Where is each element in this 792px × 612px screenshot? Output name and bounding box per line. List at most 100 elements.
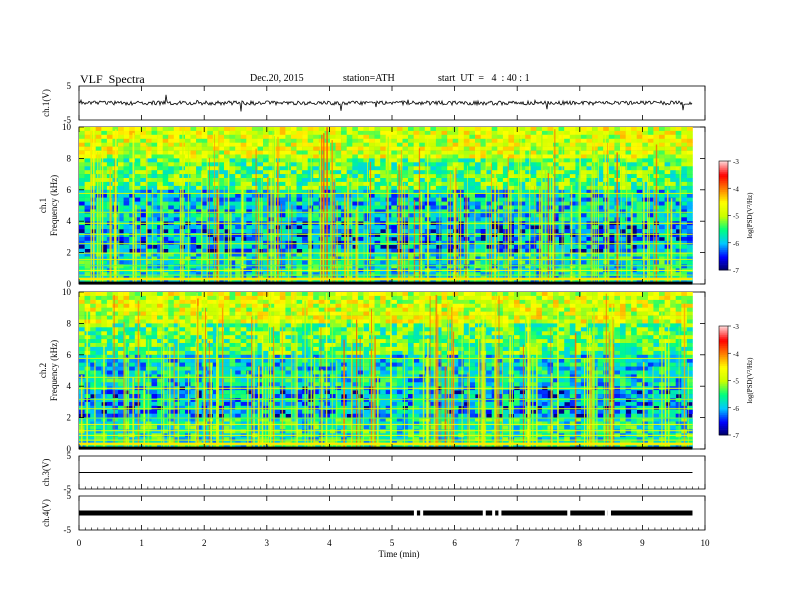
ch1-colorbar-tick-label: -4 xyxy=(733,185,739,193)
spectrogram-cell xyxy=(486,174,492,179)
spectrogram-cell xyxy=(151,197,158,202)
spectrogram-cell xyxy=(564,146,571,151)
spectrogram-cell xyxy=(118,189,124,194)
spectrogram-cell xyxy=(263,213,269,218)
spectrogram-cell xyxy=(352,162,359,167)
spectrogram-cell xyxy=(140,138,147,143)
spectrogram-cell xyxy=(157,154,163,159)
spectrogram-cell xyxy=(224,162,230,167)
ch1-colorbar xyxy=(719,161,728,271)
spectrogram-cell xyxy=(569,264,576,269)
spectrogram-cell xyxy=(162,236,169,242)
spectrogram-cell xyxy=(196,142,202,147)
spectrogram-cell xyxy=(140,166,147,171)
spectrogram-cell xyxy=(296,138,303,143)
spectrogram-cell xyxy=(569,138,576,143)
spectrogram-cell xyxy=(380,138,387,143)
spectrogram-cell xyxy=(636,193,643,198)
spectrogram-cell xyxy=(318,130,325,136)
spectrogram-cell xyxy=(575,292,582,297)
spectrogram-cell xyxy=(686,134,693,139)
spectrogram-cell xyxy=(580,209,587,214)
spectrogram-cell xyxy=(279,299,286,305)
spectrogram-cell xyxy=(313,256,320,261)
spectrogram-cell xyxy=(497,205,504,210)
spectrogram-cell xyxy=(168,260,175,265)
spectrogram-cell xyxy=(447,150,453,155)
spectrogram-cell xyxy=(441,134,448,139)
spectrogram-cell xyxy=(592,127,598,132)
spectrogram-cell xyxy=(218,292,225,297)
spectrogram-cell xyxy=(263,127,269,132)
spectrogram-cell xyxy=(207,205,214,210)
spectrogram-cell xyxy=(313,217,320,222)
spectrogram-cell xyxy=(357,189,364,194)
spectrogram-cell xyxy=(558,252,565,257)
spectrogram-cell xyxy=(435,248,442,253)
spectrogram-cell xyxy=(118,303,124,308)
spectrogram-cell xyxy=(118,185,124,191)
spectrogram-cell xyxy=(330,299,336,305)
spectrogram-cell xyxy=(614,138,621,143)
spectrogram-cell xyxy=(212,233,219,238)
spectrogram-cell xyxy=(636,244,643,249)
spectrogram-cell xyxy=(480,142,487,147)
spectrogram-cell xyxy=(642,217,649,222)
spectrogram-cell xyxy=(257,166,264,171)
spectrogram-cell xyxy=(179,295,186,301)
spectrogram-cell xyxy=(352,166,359,171)
spectrogram-cell xyxy=(631,197,637,202)
spectrogram-cell xyxy=(514,193,520,198)
sferic-streak xyxy=(241,181,243,284)
spectrogram-cell xyxy=(229,181,236,187)
spectrogram-cell xyxy=(279,244,286,249)
spectrogram-cell xyxy=(363,252,370,257)
spectrogram-cell xyxy=(123,158,130,163)
spectrogram-cell xyxy=(536,142,543,147)
spectrogram-cell xyxy=(218,201,225,206)
spectrogram-cell xyxy=(352,205,359,210)
spectrogram-cell xyxy=(419,166,426,171)
spectrogram-cell xyxy=(475,292,481,297)
spectrogram-cell xyxy=(196,154,202,159)
spectrogram-cell xyxy=(257,193,264,198)
spectrogram-cell xyxy=(647,197,654,202)
spectrogram-cell xyxy=(463,256,470,261)
spectrogram-cell xyxy=(263,150,269,155)
spectrogram-cell xyxy=(502,295,509,301)
spectrogram-cell xyxy=(369,150,375,155)
spectrogram-cell xyxy=(218,154,225,159)
spectrogram-cell xyxy=(346,170,353,175)
spectrogram-cell xyxy=(586,295,593,301)
spectrogram-cell xyxy=(145,213,152,218)
spectrogram-cell xyxy=(530,240,537,245)
spectrogram-cell xyxy=(341,174,347,179)
spectrogram-cell xyxy=(424,299,431,305)
spectrogram-cell xyxy=(519,166,526,171)
spectrogram-cell xyxy=(207,158,214,163)
spectrogram-cell xyxy=(413,134,420,139)
spectrogram-cell xyxy=(636,134,643,139)
spectrogram-cell xyxy=(647,178,654,183)
spectrogram-cell xyxy=(313,181,320,187)
spectrogram-cell xyxy=(402,303,409,308)
spectrogram-cell xyxy=(246,256,253,261)
spectrogram-cell xyxy=(251,189,258,194)
spectrogram-cell xyxy=(497,292,504,297)
spectrogram-cell xyxy=(134,185,141,191)
spectrogram-cell xyxy=(218,252,225,257)
spectrogram-cell xyxy=(95,146,102,151)
spectrogram-cell xyxy=(514,205,520,210)
spectrogram-cell xyxy=(95,150,102,155)
spectrogram-cell xyxy=(396,162,403,167)
spectrogram-cell xyxy=(263,252,269,257)
colorbar-step xyxy=(719,213,728,216)
spectrogram-cell xyxy=(491,154,498,159)
sferic-streak xyxy=(347,174,350,284)
spectrogram-cell xyxy=(307,134,314,139)
spectrogram-cell xyxy=(324,299,331,305)
spectrogram-cell xyxy=(218,181,225,187)
spectrogram-cell xyxy=(580,272,587,277)
spectrogram-cell xyxy=(580,189,587,194)
spectrogram-cell xyxy=(647,205,654,210)
